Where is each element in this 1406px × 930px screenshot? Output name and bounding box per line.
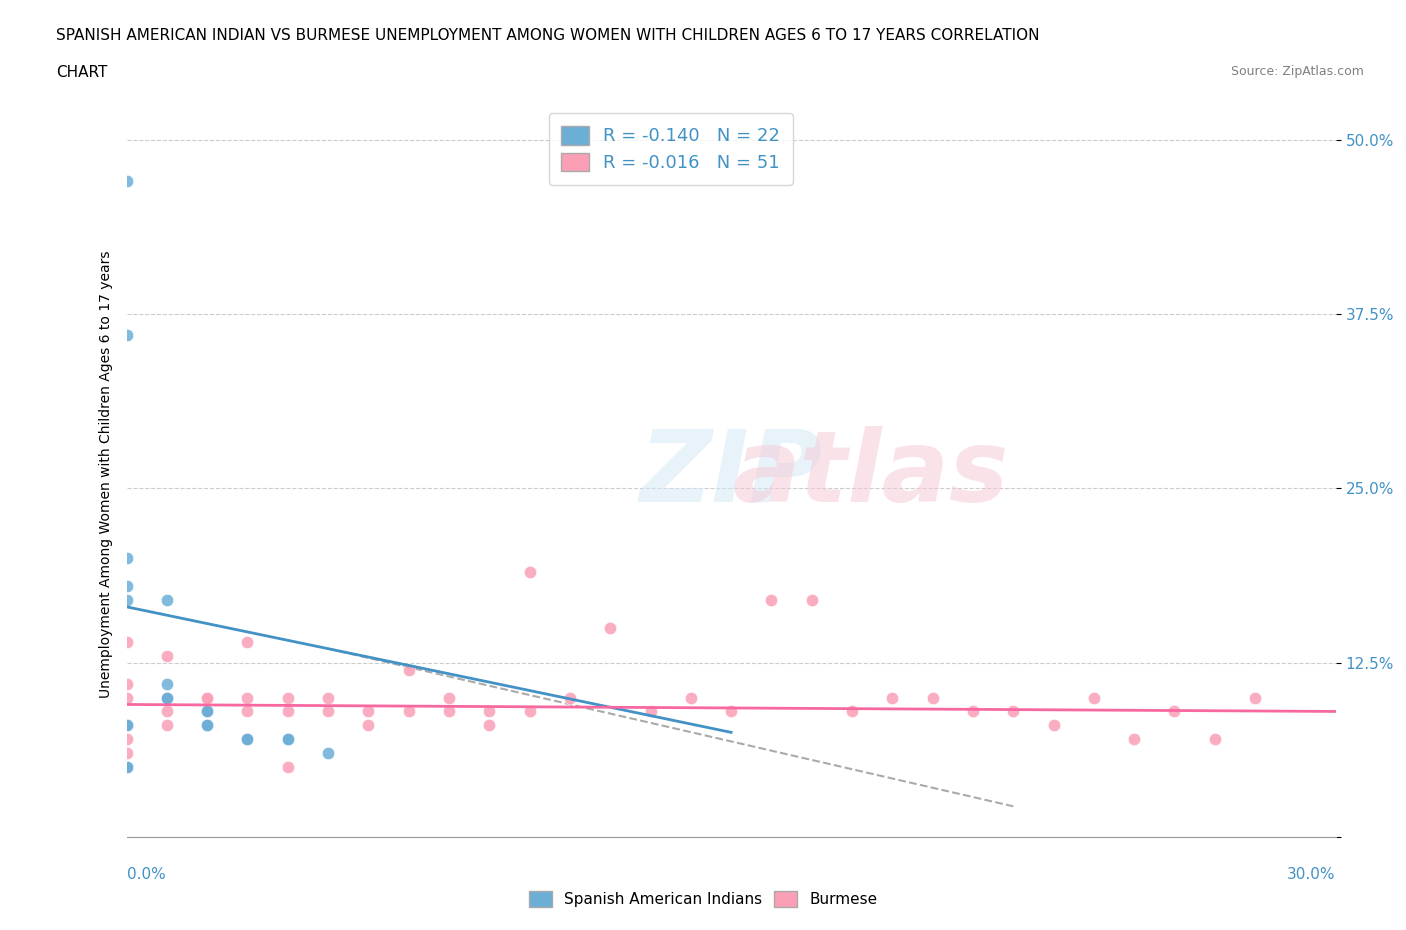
Text: Source: ZipAtlas.com: Source: ZipAtlas.com [1230, 65, 1364, 78]
Point [921, 690, 943, 705]
Point [962, 704, 984, 719]
Point [519, 565, 541, 579]
Point [478, 718, 501, 733]
Point [398, 704, 420, 719]
Point [195, 704, 218, 719]
Text: CHART: CHART [56, 65, 108, 80]
Point [195, 690, 218, 705]
Point [115, 578, 138, 593]
Point [156, 718, 179, 733]
Point [115, 732, 138, 747]
Point [277, 690, 299, 705]
Point [1163, 704, 1185, 719]
Point [115, 327, 138, 342]
Text: atlas: atlas [733, 426, 1008, 523]
Point [115, 746, 138, 761]
Point [841, 704, 863, 719]
Point [316, 746, 339, 761]
Point [195, 718, 218, 733]
Point [236, 634, 259, 649]
Point [720, 704, 742, 719]
Point [398, 662, 420, 677]
Point [640, 704, 662, 719]
Point [316, 690, 339, 705]
Point [1083, 690, 1105, 705]
Point [156, 648, 179, 663]
Point [115, 592, 138, 607]
Point [236, 732, 259, 747]
Point [882, 690, 904, 705]
Point [195, 718, 218, 733]
Point [115, 634, 138, 649]
Point [800, 592, 823, 607]
Point [156, 676, 179, 691]
Point [115, 174, 138, 189]
Point [437, 690, 460, 705]
Point [277, 704, 299, 719]
Point [115, 676, 138, 691]
Point [115, 718, 138, 733]
Point [195, 718, 218, 733]
Point [156, 704, 179, 719]
Point [236, 732, 259, 747]
Point [1244, 690, 1267, 705]
Point [1042, 718, 1064, 733]
Text: ZIP: ZIP [640, 426, 823, 523]
Point [195, 704, 218, 719]
Point [195, 704, 218, 719]
Point [357, 704, 380, 719]
Text: SPANISH AMERICAN INDIAN VS BURMESE UNEMPLOYMENT AMONG WOMEN WITH CHILDREN AGES 6: SPANISH AMERICAN INDIAN VS BURMESE UNEMP… [56, 28, 1040, 43]
Point [277, 760, 299, 775]
Point [1204, 732, 1226, 747]
Legend: R = -0.140   N = 22, R = -0.016   N = 51: R = -0.140 N = 22, R = -0.016 N = 51 [548, 113, 793, 184]
Point [679, 690, 702, 705]
Point [156, 690, 179, 705]
Text: 30.0%: 30.0% [1288, 867, 1336, 882]
Point [115, 551, 138, 565]
Point [156, 690, 179, 705]
Point [115, 718, 138, 733]
Point [156, 690, 179, 705]
Point [519, 704, 541, 719]
Point [599, 620, 621, 635]
Point [236, 732, 259, 747]
Point [558, 690, 581, 705]
Point [1002, 704, 1025, 719]
Point [277, 732, 299, 747]
Point [277, 732, 299, 747]
Text: 0.0%: 0.0% [127, 867, 166, 882]
Point [156, 592, 179, 607]
Point [1123, 732, 1146, 747]
Point [357, 718, 380, 733]
Point [115, 690, 138, 705]
Point [316, 704, 339, 719]
Point [115, 760, 138, 775]
Y-axis label: Unemployment Among Women with Children Ages 6 to 17 years: Unemployment Among Women with Children A… [98, 250, 112, 698]
Point [115, 718, 138, 733]
Point [236, 704, 259, 719]
Point [761, 592, 783, 607]
Point [236, 690, 259, 705]
Point [195, 690, 218, 705]
Point [115, 760, 138, 775]
Legend: Spanish American Indians, Burmese: Spanish American Indians, Burmese [523, 884, 883, 913]
Point [478, 704, 501, 719]
Point [437, 704, 460, 719]
